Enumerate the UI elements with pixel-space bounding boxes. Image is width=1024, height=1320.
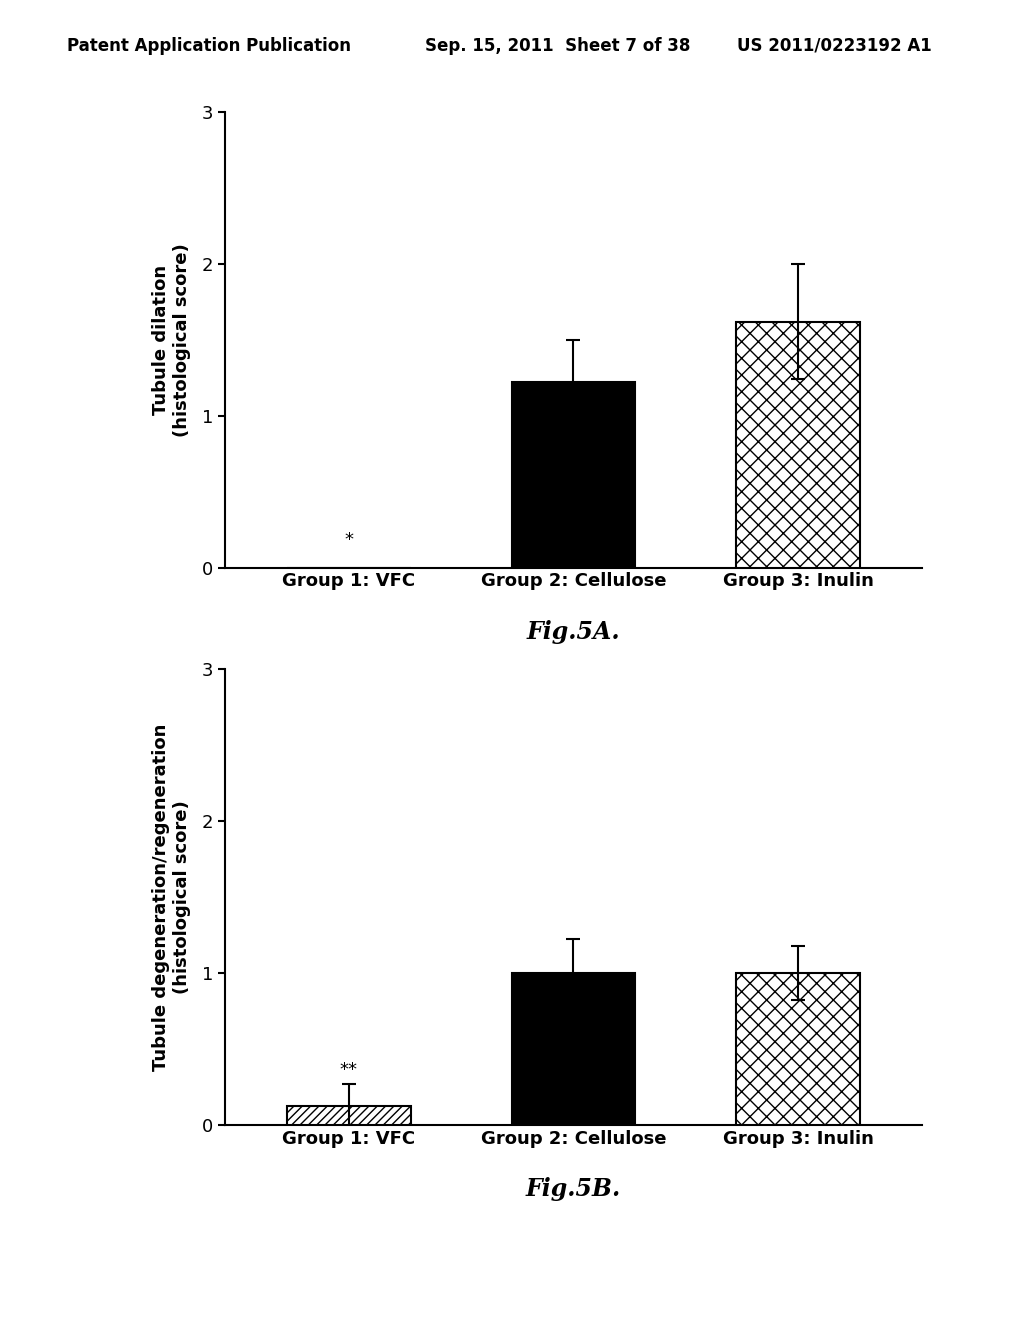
- Text: **: **: [340, 1061, 357, 1080]
- Text: Fig.5A.: Fig.5A.: [526, 620, 621, 644]
- Text: US 2011/0223192 A1: US 2011/0223192 A1: [737, 37, 932, 55]
- Bar: [736, 973, 860, 1125]
- Bar: [736, 322, 860, 568]
- Bar: [512, 973, 635, 1125]
- Y-axis label: Tubule dilation
(histological score): Tubule dilation (histological score): [152, 243, 190, 437]
- Text: Sep. 15, 2011  Sheet 7 of 38: Sep. 15, 2011 Sheet 7 of 38: [425, 37, 690, 55]
- Text: *: *: [344, 532, 353, 549]
- Bar: [512, 383, 635, 568]
- Text: Fig.5B.: Fig.5B.: [525, 1177, 622, 1201]
- Bar: [287, 1106, 411, 1125]
- Text: Patent Application Publication: Patent Application Publication: [67, 37, 350, 55]
- Y-axis label: Tubule degeneration/regeneration
(histological score): Tubule degeneration/regeneration (histol…: [152, 723, 190, 1071]
